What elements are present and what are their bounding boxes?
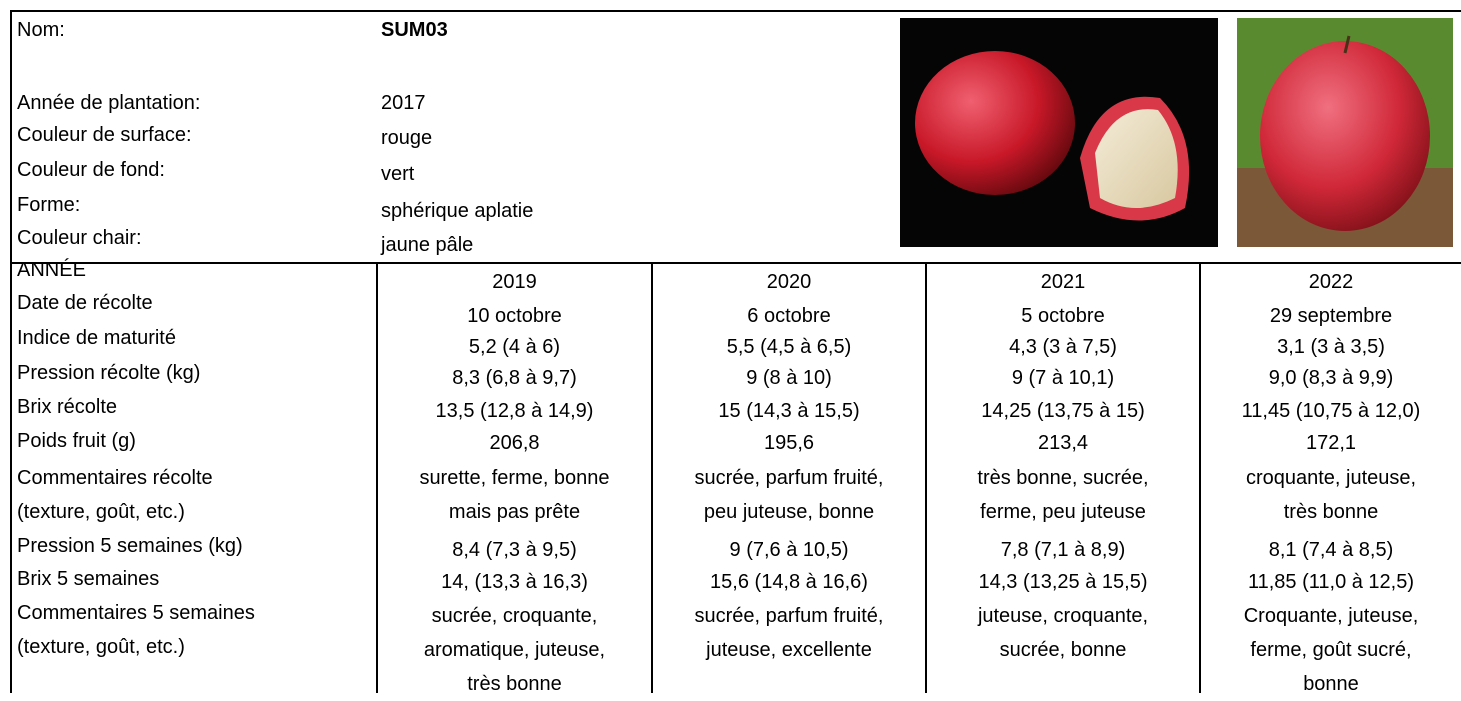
apple-photo-cut xyxy=(900,18,1218,247)
cell: 29 septembre xyxy=(1269,305,1393,327)
cell: 9 (7,6 à 10,5) xyxy=(729,539,849,561)
cell: 5 octobre xyxy=(1021,305,1105,327)
row-label: Poids fruit (g) xyxy=(17,430,136,452)
table-top xyxy=(10,262,1461,264)
row-label: Brix récolte xyxy=(17,396,118,418)
cell: 15 (14,3 à 15,5) xyxy=(718,400,860,422)
cell: très bonne, sucrée, ferme, peu juteuse xyxy=(977,467,1149,523)
row-label: Pression 5 semaines (kg) xyxy=(17,535,243,557)
cell: 172,1 xyxy=(1305,432,1357,454)
cell: 6 octobre xyxy=(747,305,831,327)
row-label: Commentaires récolte (texture, goût, etc… xyxy=(17,467,213,523)
field-label: Couleur de fond: xyxy=(17,159,165,181)
cell: 11,85 (11,0 à 12,5) xyxy=(1247,571,1415,593)
cell: croquante, juteuse, très bonne xyxy=(1245,467,1417,523)
cell: 9 (8 à 10) xyxy=(746,367,832,389)
cell: 5,2 (4 à 6) xyxy=(468,336,561,358)
year-header-label: ANNÉE xyxy=(17,259,86,281)
field-value: rouge xyxy=(381,127,433,149)
cell: 9,0 (8,3 à 9,9) xyxy=(1268,367,1394,389)
year: 2022 xyxy=(1308,271,1354,293)
cell: Croquante, juteuse, ferme, goût sucré, b… xyxy=(1243,605,1419,695)
field-value: vert xyxy=(381,163,415,185)
year: 2020 xyxy=(766,271,812,293)
row-label: Brix 5 semaines xyxy=(17,568,160,590)
cell: juteuse, croquante, sucrée, bonne xyxy=(977,605,1149,661)
field-label: Année de plantation: xyxy=(17,92,201,114)
row-label: Indice de maturité xyxy=(17,327,176,349)
field-label: Couleur de surface: xyxy=(17,124,192,146)
col-line xyxy=(1199,262,1201,693)
cell: 15,6 (14,8 à 16,6) xyxy=(710,571,868,593)
cell: surette, ferme, bonne mais pas prête xyxy=(419,467,610,523)
cell: sucrée, croquante, aromatique, juteuse, … xyxy=(423,605,606,695)
col-line xyxy=(376,262,378,693)
cell: 13,5 (12,8 à 14,9) xyxy=(435,400,594,422)
field-value: sphérique aplatie xyxy=(381,200,534,222)
apple-photo-whole xyxy=(1237,18,1453,247)
cell: 7,8 (7,1 à 8,9) xyxy=(1000,539,1126,561)
row-label: Pression récolte (kg) xyxy=(17,362,201,384)
cell: 8,3 (6,8 à 9,7) xyxy=(452,367,577,389)
cell: 3,1 (3 à 3,5) xyxy=(1277,336,1385,358)
cell: 14, (13,3 à 16,3) xyxy=(441,571,588,593)
field-value: SUM03 xyxy=(381,19,448,41)
field-label: Forme: xyxy=(17,194,81,216)
row-label: Commentaires 5 semaines (texture, goût, … xyxy=(17,602,255,658)
field-value: jaune pâle xyxy=(381,234,474,256)
cell: 14,25 (13,75 à 15) xyxy=(981,400,1145,422)
field-label: Nom: xyxy=(17,19,65,41)
border-top xyxy=(10,10,1461,12)
border-left xyxy=(10,10,12,693)
cell: 8,1 (7,4 à 8,5) xyxy=(1268,539,1394,561)
cell: 213,4 xyxy=(1037,432,1089,454)
cell: 206,8 xyxy=(489,432,540,454)
cell: 14,3 (13,25 à 15,5) xyxy=(978,571,1148,593)
field-value: 2017 xyxy=(381,92,426,114)
cell: 4,3 (3 à 7,5) xyxy=(1009,336,1117,358)
field-label: Couleur chair: xyxy=(17,227,142,249)
year: 2019 xyxy=(492,271,537,293)
row-label: Date de récolte xyxy=(17,292,153,314)
col-line xyxy=(925,262,927,693)
col-line xyxy=(651,262,653,693)
cell: sucrée, parfum fruité, peu juteuse, bonn… xyxy=(694,467,884,523)
year: 2021 xyxy=(1040,271,1086,293)
cell: 5,5 (4,5 à 6,5) xyxy=(726,336,852,358)
cell: 9 (7 à 10,1) xyxy=(1011,367,1115,389)
cell: 11,45 (10,75 à 12,0) xyxy=(1241,400,1421,422)
cell: sucrée, parfum fruité, juteuse, excellen… xyxy=(694,605,884,661)
cell: 8,4 (7,3 à 9,5) xyxy=(452,539,577,561)
cell: 10 octobre xyxy=(467,305,562,327)
cell: 195,6 xyxy=(763,432,815,454)
